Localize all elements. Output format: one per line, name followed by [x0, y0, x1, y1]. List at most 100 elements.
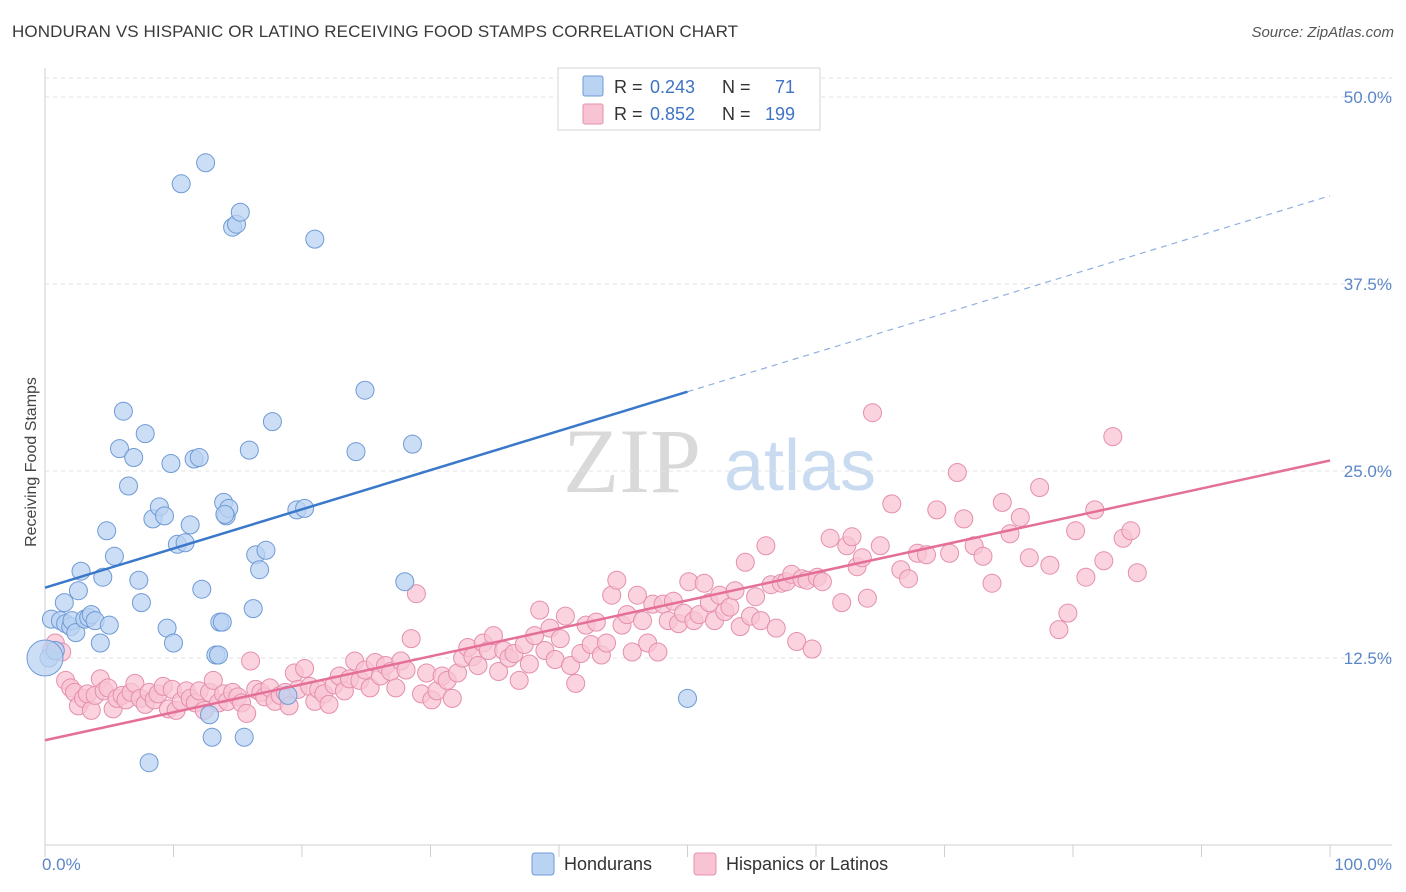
hondurans-trend-extension: [687, 195, 1331, 393]
hispanic-point-178: [992, 492, 1012, 512]
hispanic-point-163: [857, 588, 877, 608]
bottom-legend: Hondurans Hispanics or Latinos: [531, 852, 888, 876]
honduran-point-42: [200, 705, 219, 725]
hispanic-point-174: [954, 509, 974, 529]
bottom-legend-swatch-hispanics: [693, 852, 717, 876]
honduran-point-40: [192, 579, 212, 599]
hispanic-point-105: [550, 629, 570, 649]
hispanic-point-92: [484, 626, 503, 646]
watermark-atlas: atlas: [724, 426, 876, 506]
legend-swatch-hispanics: [582, 103, 604, 125]
honduran-point-35: [171, 174, 191, 194]
legend-swatch-hondurans: [582, 75, 604, 97]
honduran-point-69: [212, 612, 232, 632]
hispanic-point-36: [203, 670, 223, 690]
hispanic-point-171: [927, 500, 947, 520]
honduran-point-19: [104, 546, 124, 566]
honduran-point-27: [139, 753, 159, 773]
hispanic-point-189: [1094, 551, 1114, 571]
y-tick-label-1: 25.0%: [1344, 462, 1392, 481]
honduran-point-63: [346, 442, 366, 462]
y-tick-label-0: 12.5%: [1344, 649, 1392, 668]
hispanic-point-121: [633, 611, 652, 631]
honduran-point-large: [26, 639, 64, 677]
source-credit: Source: ZipAtlas.com: [1251, 24, 1394, 41]
honduran-point-21: [113, 401, 133, 421]
honduran-point-24: [129, 570, 149, 590]
honduran-point-32: [161, 454, 181, 473]
legend-n-value-hondurans: 71: [775, 77, 795, 97]
legend-r-label-hondurans: R =: [614, 77, 643, 97]
honduran-point-62: [305, 229, 325, 249]
hispanic-point-186: [1066, 521, 1086, 541]
honduran-point-54: [243, 599, 263, 619]
hispanic-point-179: [1000, 524, 1020, 544]
honduran-point-52: [234, 727, 254, 747]
honduran-point-20: [110, 439, 129, 459]
hispanic-point-116: [607, 570, 627, 590]
hispanic-point-184: [1049, 620, 1069, 640]
honduran-point-68: [209, 645, 228, 665]
hispanic-point-133: [694, 573, 714, 593]
hispanic-point-124: [648, 642, 668, 662]
honduran-point-51: [230, 202, 250, 222]
hispanic-point-156: [812, 572, 832, 592]
trend-lines: [44, 195, 1331, 742]
honduran-point-26: [135, 424, 155, 444]
hispanic-point-166: [882, 494, 902, 514]
hispanic-point-193: [1127, 563, 1147, 583]
honduran-point-22: [119, 476, 138, 496]
hispanic-point-43: [237, 703, 257, 723]
hispanic-point-164: [863, 403, 882, 423]
honduran-point-37: [180, 515, 200, 535]
honduran-point-25: [131, 593, 151, 613]
x-tick-label-0: 0.0%: [42, 855, 81, 874]
honduran-point-57: [256, 540, 276, 560]
hispanic-point-154: [802, 639, 822, 659]
hispanic-point-108: [566, 673, 586, 693]
chart-title: HONDURAN VS HISPANIC OR LATINO RECEIVING…: [12, 22, 739, 41]
hispanic-point-55: [295, 659, 315, 678]
honduran-point-8: [66, 623, 86, 643]
honduran-point-67: [678, 688, 697, 708]
hispanic-point-172: [940, 543, 960, 563]
hispanic-point-138: [720, 597, 740, 617]
hispanic-point-173: [947, 463, 967, 482]
honduran-point-23: [124, 448, 144, 467]
hispanic-point-76: [401, 629, 421, 649]
honduran-point-56: [250, 560, 270, 580]
honduran-point-4: [54, 593, 74, 613]
hispanic-point-181: [1019, 548, 1039, 568]
hispanic-point-177: [982, 573, 1002, 593]
hispanic-point-44: [241, 651, 261, 671]
honduran-point-66: [403, 434, 422, 454]
hispanic-point-145: [756, 536, 776, 556]
hispanic-point-168: [899, 569, 918, 589]
series-hondurans-points: [26, 153, 697, 773]
hispanic-point-151: [787, 632, 807, 651]
hispanic-point-89: [468, 656, 488, 675]
hispanic-point-114: [597, 633, 616, 653]
hispanic-point-160: [842, 527, 862, 547]
hispanic-point-180: [1010, 507, 1030, 527]
bottom-legend-swatch-hondurans: [531, 852, 555, 876]
hispanic-point-73: [386, 678, 406, 698]
hispanic-point-144: [751, 611, 771, 631]
hispanic-point-106: [555, 606, 575, 626]
y-tick-label-2: 37.5%: [1344, 275, 1392, 294]
x-tick-label-1: 100.0%: [1334, 855, 1392, 874]
hondurans-trend-line: [44, 390, 688, 589]
honduran-point-39: [189, 448, 209, 467]
legend-n-value-hispanics: 199: [765, 104, 795, 124]
hispanic-point-99: [519, 654, 539, 674]
honduran-point-18: [99, 615, 119, 635]
honduran-point-43: [202, 727, 222, 747]
hispanic-point-84: [442, 688, 462, 708]
hispanic-point-192: [1121, 521, 1141, 541]
honduran-point-70: [215, 504, 235, 524]
hispanic-point-165: [870, 536, 890, 556]
legend-r-value-hispanics: 0.852: [650, 104, 695, 124]
hispanic-point-120: [627, 585, 647, 605]
y-axis-label: Receiving Food Stamps: [23, 377, 40, 547]
